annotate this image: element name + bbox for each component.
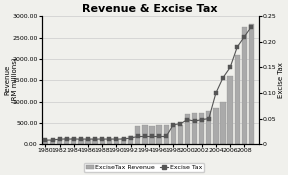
Y-axis label: Revenue
(RM millions): Revenue (RM millions) bbox=[4, 57, 18, 103]
Bar bbox=[114, 139, 119, 144]
Bar bbox=[249, 24, 254, 144]
Bar bbox=[206, 111, 211, 144]
Bar bbox=[85, 139, 91, 144]
Bar bbox=[107, 139, 112, 144]
Title: Revenue & Excise Tax: Revenue & Excise Tax bbox=[82, 4, 218, 14]
Bar bbox=[100, 139, 105, 144]
Bar bbox=[220, 102, 226, 144]
Bar bbox=[135, 126, 141, 144]
Bar bbox=[50, 140, 55, 144]
Bar bbox=[178, 125, 183, 144]
Bar bbox=[228, 76, 233, 144]
Bar bbox=[92, 139, 98, 144]
Y-axis label: Excise Tax: Excise Tax bbox=[278, 62, 284, 98]
Bar bbox=[242, 27, 247, 144]
Bar bbox=[170, 125, 176, 144]
Bar bbox=[185, 114, 190, 144]
Bar bbox=[71, 138, 77, 144]
Legend: ExciseTax Revenue, Excise Tax: ExciseTax Revenue, Excise Tax bbox=[84, 163, 204, 172]
Bar bbox=[164, 125, 169, 144]
Bar bbox=[142, 125, 147, 144]
Bar bbox=[57, 139, 62, 144]
Bar bbox=[149, 126, 155, 144]
Bar bbox=[156, 125, 162, 144]
Bar bbox=[213, 107, 219, 144]
Bar bbox=[64, 138, 69, 144]
Bar bbox=[121, 138, 126, 144]
Bar bbox=[43, 140, 48, 144]
Bar bbox=[78, 139, 84, 144]
Bar bbox=[199, 113, 204, 144]
Bar bbox=[234, 55, 240, 144]
Bar bbox=[128, 136, 133, 144]
Bar bbox=[192, 113, 197, 144]
